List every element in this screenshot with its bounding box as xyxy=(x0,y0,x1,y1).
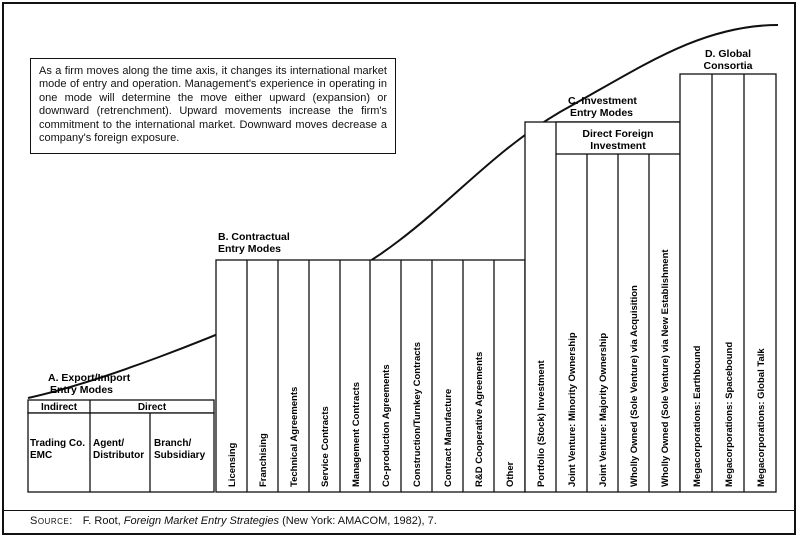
figure-frame xyxy=(2,2,796,535)
agent-label: Agent/ xyxy=(93,438,124,449)
mode-management-contracts: Management Contracts xyxy=(351,382,362,487)
source-label: Source: xyxy=(30,515,73,527)
direct-header: Direct xyxy=(138,402,167,413)
description-box: As a firm moves along the time axis, it … xyxy=(30,58,396,154)
source-line: Source: F. Root, Foreign Market Entry Str… xyxy=(4,510,794,532)
branch-label: Branch/ xyxy=(154,438,191,449)
dfi-label-2: Investment xyxy=(590,140,646,152)
mode-co-production: Co-production Agreements xyxy=(381,364,392,487)
mode-service-contracts: Service Contracts xyxy=(320,406,331,487)
source-book-title: Foreign Market Entry Strategies xyxy=(123,515,280,527)
distributor-label: Distributor xyxy=(93,450,144,461)
trading-co-label: Trading Co. xyxy=(30,438,85,449)
source-author: F. Root, xyxy=(82,515,124,527)
mode-franchising: Franchising xyxy=(258,433,269,487)
mode-other: Other xyxy=(505,461,516,487)
stage-a-subtitle: Entry Modes xyxy=(50,384,113,396)
stage-a-title: A. Export/Import xyxy=(48,372,131,384)
stage-b-subtitle: Entry Modes xyxy=(218,243,281,255)
stage-d-subtitle: Consortia xyxy=(703,60,752,72)
mode-megacorp-spacebound: Megacorporations: Spacebound xyxy=(724,342,735,487)
mode-rd-cooperative: R&D Cooperative Agreements xyxy=(474,352,485,487)
dfi-label: Direct Foreign xyxy=(582,128,653,140)
stage-c-title: C. Investment xyxy=(568,95,637,107)
growth-curve xyxy=(27,24,779,399)
mode-portfolio-investment: Portfolio (Stock) Investment xyxy=(536,359,547,487)
mode-technical-agreements: Technical Agreements xyxy=(289,387,300,487)
indirect-header: Indirect xyxy=(41,402,78,413)
mode-wholly-owned-new: Wholly Owned (Sole Venture) via New Esta… xyxy=(660,249,671,487)
emc-label: EMC xyxy=(30,450,52,461)
stage-c-subtitle: Entry Modes xyxy=(570,107,633,119)
mode-jv-minority: Joint Venture: Minority Ownership xyxy=(567,332,578,487)
mode-licensing: Licensing xyxy=(227,442,238,487)
stage-b-title: B. Contractual xyxy=(218,231,290,243)
mode-megacorp-global-talk: Megacorporations: Global Talk xyxy=(756,348,767,487)
mode-construction-turnkey: Construction/Turnkey Contracts xyxy=(412,342,423,487)
mode-megacorp-earthbound: Megacorporations: Earthbound xyxy=(692,345,703,487)
source-details: (New York: AMACOM, 1982), 7. xyxy=(279,515,437,527)
mode-contract-manufacture: Contract Manufacture xyxy=(443,389,454,487)
mode-jv-majority: Joint Venture: Majority Ownership xyxy=(598,333,609,487)
stage-d-title: D. Global xyxy=(705,48,751,60)
mode-wholly-owned-acquisition: Wholly Owned (Sole Venture) via Acquisit… xyxy=(629,285,640,487)
subsidiary-label: Subsidiary xyxy=(154,450,206,461)
